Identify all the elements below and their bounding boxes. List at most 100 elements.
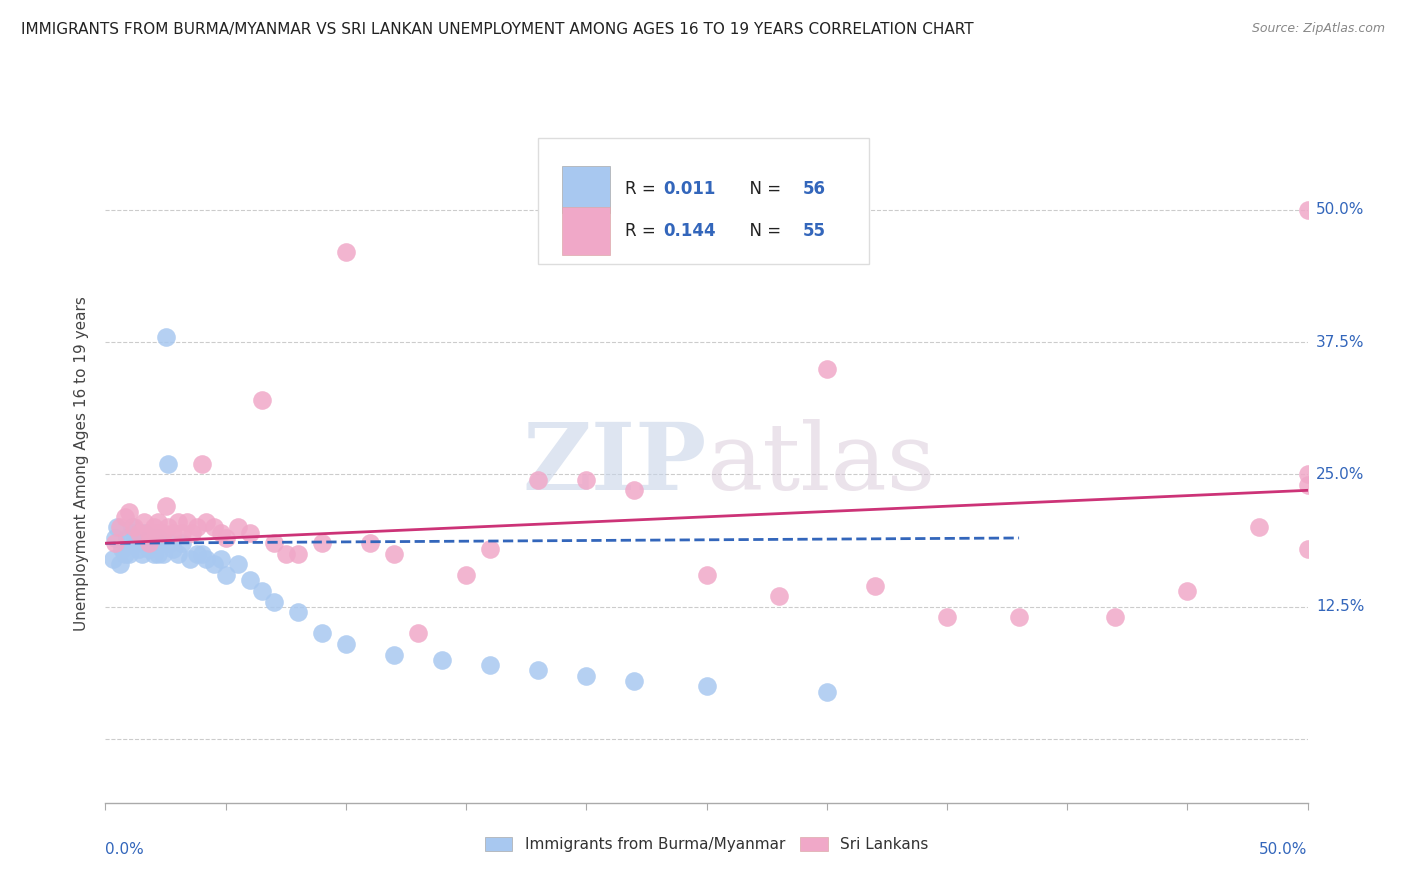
Text: 0.0%: 0.0% [105,842,145,856]
Point [575,669,598,683]
Point [149,536,172,550]
Point [239,574,262,588]
Text: R =: R = [624,222,661,240]
Text: 37.5%: 37.5% [1316,334,1364,350]
Text: Source: ZipAtlas.com: Source: ZipAtlas.com [1251,22,1385,36]
Text: atlas: atlas [707,419,936,508]
Point [166,547,188,561]
Point [527,473,550,487]
Text: N =: N = [740,180,786,198]
Point [226,558,249,572]
Y-axis label: Unemployment Among Ages 16 to 19 years: Unemployment Among Ages 16 to 19 years [75,296,90,632]
Point [108,520,131,534]
Point [454,568,477,582]
Point [186,547,208,561]
Point [768,589,790,603]
Point [250,393,273,408]
Point [382,648,405,662]
Point [202,558,225,572]
Point [155,500,177,514]
Point [335,637,357,651]
Text: 12.5%: 12.5% [1316,599,1364,615]
Point [179,552,201,566]
Point [1296,478,1319,492]
Point [195,552,218,566]
Point [696,679,718,693]
Point [406,626,429,640]
Point [172,525,194,540]
Point [209,525,232,540]
Point [108,558,131,572]
Point [142,531,165,545]
Point [936,610,959,624]
Point [107,520,129,534]
Point [145,525,167,540]
Point [263,594,285,608]
Point [162,525,184,540]
Point [623,673,645,688]
Point [479,658,502,673]
Point [815,361,838,376]
Point [131,536,153,550]
Text: 0.144: 0.144 [664,222,716,240]
Point [115,531,138,545]
Point [190,547,212,561]
Text: 50.0%: 50.0% [1260,842,1308,856]
Point [863,579,886,593]
Point [131,547,153,561]
Point [287,547,309,561]
Point [132,525,155,540]
Point [138,531,160,545]
Point [139,536,162,550]
Point [263,536,285,550]
Point [125,531,148,545]
Point [118,536,141,550]
Point [1296,202,1319,217]
Point [156,457,179,471]
Point [138,541,160,556]
Legend: Immigrants from Burma/Myanmar, Sri Lankans: Immigrants from Burma/Myanmar, Sri Lanka… [477,830,936,860]
Text: 56: 56 [803,180,825,198]
Point [287,605,309,619]
Point [104,536,127,550]
Point [148,547,170,561]
Point [527,664,550,678]
Point [1175,583,1198,598]
Point [124,525,146,540]
Point [176,515,198,529]
Point [335,244,357,259]
Point [186,520,208,534]
Point [190,457,212,471]
Text: R =: R = [624,180,661,198]
Point [226,520,249,534]
Text: 50.0%: 50.0% [1316,202,1364,217]
Point [101,552,124,566]
Point [152,525,174,540]
Point [156,520,179,534]
Text: IMMIGRANTS FROM BURMA/MYANMAR VS SRI LANKAN UNEMPLOYMENT AMONG AGES 16 TO 19 YEA: IMMIGRANTS FROM BURMA/MYANMAR VS SRI LAN… [21,22,974,37]
Point [138,525,160,540]
Point [359,536,381,550]
Point [104,531,127,545]
Point [209,552,232,566]
Bar [562,166,610,213]
Point [155,330,177,344]
Text: 0.011: 0.011 [664,180,716,198]
Point [114,509,136,524]
Point [142,520,165,534]
Point [623,483,645,498]
Point [162,541,184,556]
Bar [562,207,610,254]
Point [202,520,225,534]
Point [181,525,204,540]
Point [274,547,297,561]
Point [430,653,453,667]
Point [696,568,718,582]
Point [1296,467,1319,482]
Point [124,520,146,534]
Point [1249,520,1271,534]
Point [128,541,150,556]
Point [118,504,141,518]
Text: 55: 55 [803,222,825,240]
Point [479,541,502,556]
